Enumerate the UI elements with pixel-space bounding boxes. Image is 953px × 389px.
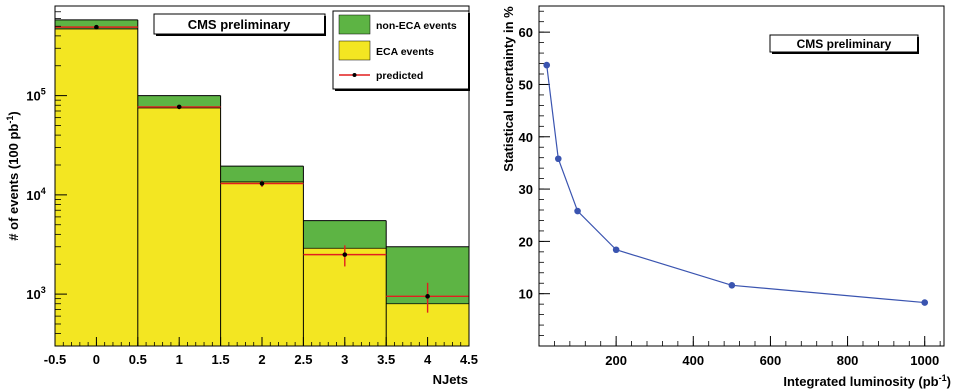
legend: non-ECA events ECA events predicted [332,10,470,91]
cms-label-text: CMS preliminary [188,17,291,32]
x-tick-label-200: 200 [605,353,627,368]
y-tick-label-50: 50 [519,77,533,92]
x-tick-label-3: 3 [341,352,348,367]
y-tick-label-10: 10 [519,287,533,302]
legend-label-non-eca: non-ECA events [376,20,457,32]
y-tick-label-1000: 103 [26,285,45,302]
legend-swatch-non-eca [338,14,371,35]
uncertainty-point-1000 [921,299,929,306]
uncertainty-point-100 [574,207,581,215]
x-tick-label-2: 2 [258,352,265,367]
uncertainty-point-20 [543,61,551,69]
y-tick-label-40: 40 [519,130,533,145]
x-tick-label-800: 800 [837,353,859,368]
luminosity-uncertainty-chart: 200 400 600 800 1000 10 20 30 40 50 60 Integrated… [501,5,951,389]
x-tick-label-1: 1 [176,352,183,367]
njets-histogram-chart: -0.5 0 0.5 1 1.5 2 2.5 3 3.5 4 4.5 103 104 105 NJets… [5,5,478,387]
x-axis-label: Integrated luminosity (pb-1) [783,373,951,389]
x-tick-label-3.5: 3.5 [377,352,395,367]
uncertainty-point-500 [728,282,736,289]
uncertainty-point-50 [554,155,562,163]
y-axis-label: Statistical uncertainty in % [501,6,516,172]
y-tick-label-100000: 105 [26,87,45,104]
x-axis-label-sup: -1 [939,373,947,383]
plot-frame [538,5,945,347]
x-tick-label-2.5: 2.5 [294,352,312,367]
x-axis-label-main: Integrated luminosity (pb [783,374,938,389]
cms-label-text: CMS preliminary [797,37,892,51]
y-axis-label: # of events (100 pb-1) [5,111,21,240]
legend-swatch-eca [338,40,371,61]
y-tick-label-30: 30 [519,182,533,197]
bar-eca-njets-1 [137,108,221,347]
uncertainty-line [546,65,925,304]
predicted-point-njets-1 [176,104,182,110]
cms-label: CMS preliminary [769,34,919,54]
x-axis-label: NJets [433,372,468,387]
predicted-point-njets-2 [259,181,265,186]
y-axis-label-close: ) [6,111,21,115]
legend-label-eca: ECA events [376,46,434,58]
x-tick-label--0.5: -0.5 [44,352,66,367]
x-tick-label-1000: 1000 [910,353,939,368]
x-tick-label-1.5: 1.5 [212,352,230,367]
y-axis-label-main: # of events (100 pb [6,124,21,241]
y-axis-label-sup: -1 [5,116,15,124]
x-tick-label-4: 4 [424,352,432,367]
cms-label: CMS preliminary [153,13,326,36]
legend-marker-predicted [352,73,357,77]
x-tick-label-400: 400 [682,353,704,368]
x-tick-label-4.5: 4.5 [460,352,478,367]
x-axis-label-close: ) [947,374,951,389]
plot-frame-outline [54,5,470,347]
legend-label-predicted: predicted [376,70,423,82]
bar-eca-njets-0 [55,28,138,346]
x-tick-label-0.5: 0.5 [129,352,147,367]
predicted-point-njets-3 [342,252,348,257]
x-tick-label-0: 0 [93,352,100,367]
predicted-point-njets-0 [94,24,99,30]
y-tick-label-10000: 104 [26,186,45,203]
predicted-point-njets-4 [425,294,430,299]
uncertainty-point-200 [612,246,620,254]
y-tick-label-60: 60 [519,25,533,40]
bar-eca-njets-2 [220,181,304,346]
x-tick-label-600: 600 [760,353,782,368]
y-tick-label-20: 20 [519,234,533,249]
